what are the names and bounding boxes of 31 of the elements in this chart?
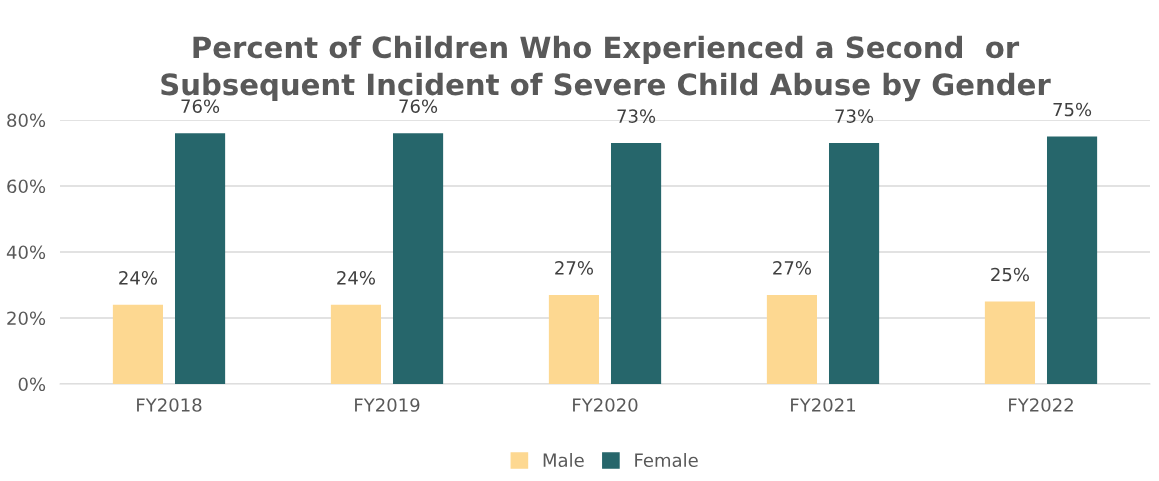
x-tick-label: FY2019 [355,398,420,412]
data-label: 24% [119,270,157,285]
y-tick-label: 40% [6,245,46,260]
bar [175,133,226,384]
bar [330,304,382,384]
x-tick-label: FY2020 [573,398,638,412]
legend-label: Male [543,453,584,468]
data-label: 73% [835,109,874,123]
data-label: 24% [337,270,375,285]
y-tick-label: 80% [7,113,46,128]
bar [829,143,880,384]
bar [611,143,662,384]
bar [112,304,164,384]
data-label: 25% [991,267,1029,282]
bar [766,294,818,384]
y-tick-label: 0% [18,377,46,392]
x-tick-label: FY2022 [1009,398,1073,412]
bar [1047,136,1098,384]
bar [984,301,1036,384]
bar [548,294,600,384]
data-label: 73% [617,109,656,123]
x-tick-label: FY2021 [791,398,856,412]
y-tick-label: 20% [7,311,46,326]
data-label: 76% [181,99,220,114]
data-label: 75% [1053,102,1092,117]
x-tick-label: FY2018 [137,398,202,412]
legend-label: Female [635,453,698,468]
y-tick-label: 60% [7,179,46,194]
data-label: 27% [773,261,811,275]
bar [393,133,444,384]
data-label: 27% [555,261,593,275]
